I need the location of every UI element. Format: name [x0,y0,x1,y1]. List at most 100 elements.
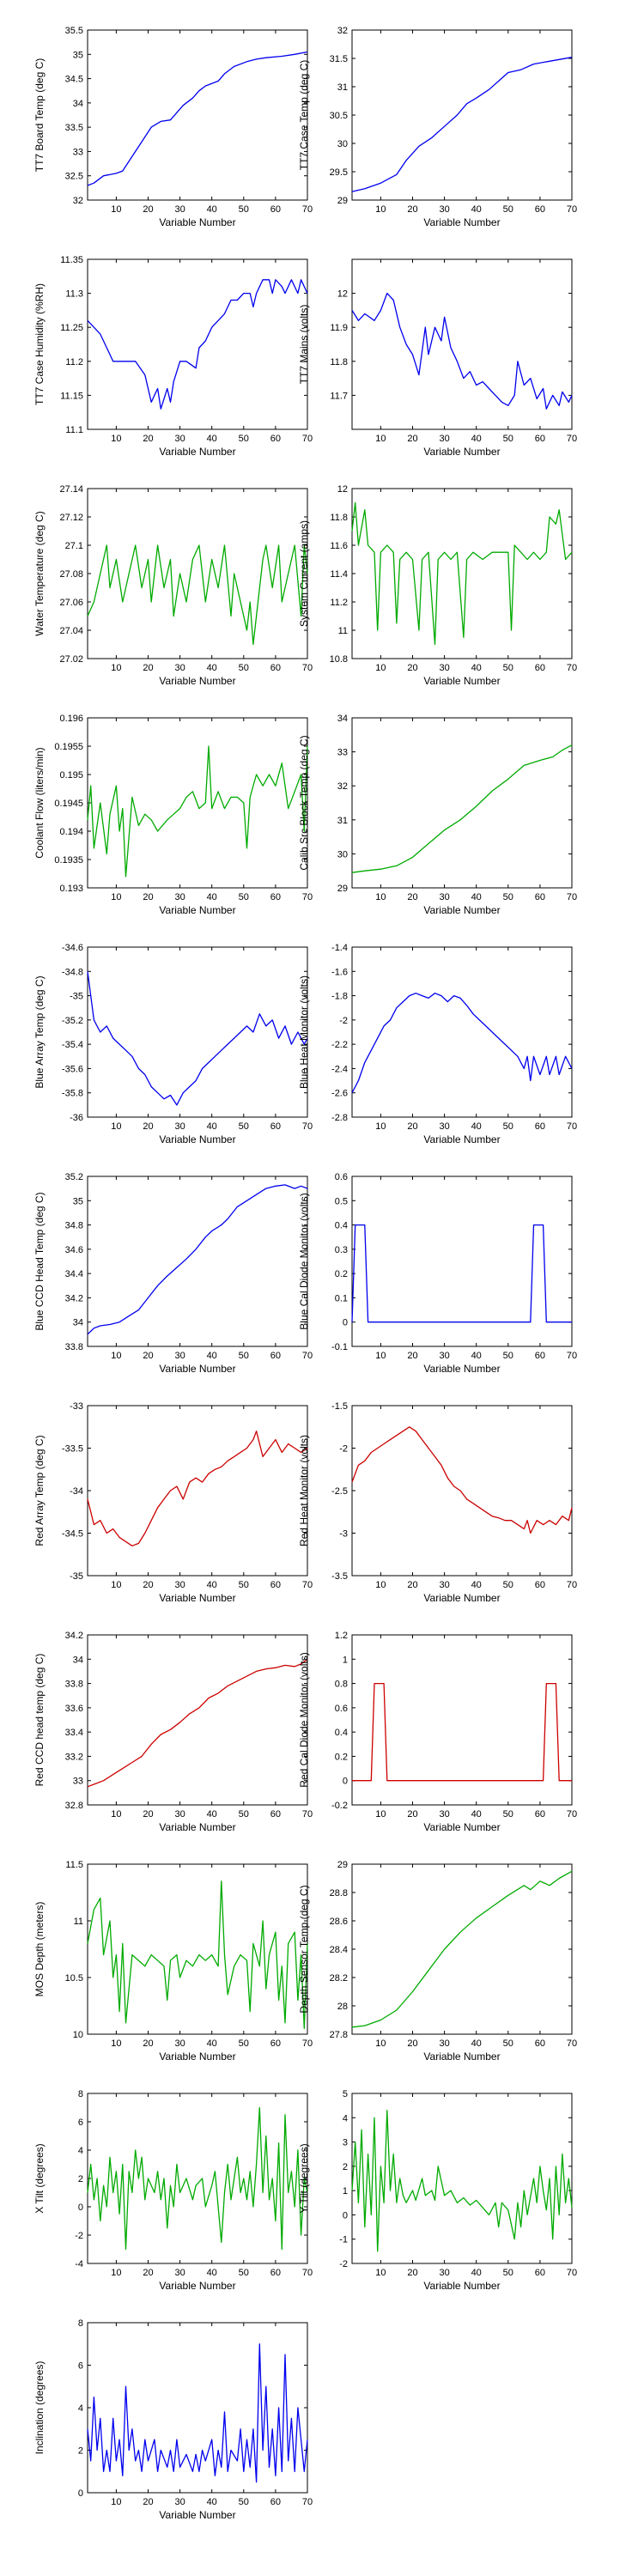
x-tick-label: 50 [503,434,513,444]
x-tick-label: 30 [439,1809,449,1820]
y-tick-label: 0.4 [335,1728,348,1738]
axes-box [87,1405,308,1577]
x-tick-label: 10 [375,1121,386,1132]
x-tick-label: 10 [111,2038,121,2049]
y-axis-label: Red Heat Monitor (volts) [298,1435,310,1546]
x-tick-label: 70 [567,1580,577,1590]
x-tick-label: 60 [270,2268,281,2278]
y-tick-label: 0.1945 [54,799,83,809]
x-tick-label: 40 [207,1809,217,1820]
y-tick-label: 31 [337,816,348,826]
x-tick-label: 10 [375,2268,386,2278]
x-tick-label: 20 [407,434,417,444]
axes-box [351,1405,573,1577]
y-tick-label: 11.8 [330,357,348,368]
x-tick-label: 50 [503,1121,513,1132]
x-tick-label: 20 [143,892,153,902]
x-tick-label: 10 [375,2038,386,2049]
x-tick-label: 10 [375,1351,386,1361]
y-tick-label: -2 [339,1444,348,1455]
y-tick-label: 0 [343,2210,348,2221]
x-tick-label: 20 [143,1809,153,1820]
y-tick-label: 1 [343,2186,348,2196]
y-axis-label: Depth Sensor Temp (deg C) [298,1885,310,2013]
subplot-1: 10 20 30 40 50 60 70 32 32.5 33 33.5 34 34.5 35 35.5 Va… [33,26,313,228]
y-tick-label: 33.6 [65,1704,83,1714]
series-line [87,2106,308,2251]
subplot-3: 10 20 30 40 50 60 70 11.1 11.15 11.2 11.25 11.3 11.3… [33,255,313,458]
x-tick-label: 50 [239,2038,249,2049]
x-tick-label: 10 [375,663,386,673]
y-tick-label: 11.2 [330,598,348,608]
x-tick-label: 60 [270,1809,281,1820]
y-axis-label: Inclination (degrees) [33,2361,46,2455]
subplot-9: 10 20 30 40 50 60 70 -36 -35.8 -35.6 -35.4 -35.2 -35… [33,943,313,1145]
x-tick-label: 40 [207,1351,217,1361]
x-tick-label: 40 [471,1580,482,1590]
series-line [87,51,308,186]
y-tick-label: 11.1 [65,425,83,435]
x-tick-label: 30 [439,1351,449,1361]
axes-box [351,717,573,889]
subplot-5: 10 20 30 40 50 60 70 27.02 27.04 27.06 27.08 27.1 27… [33,484,313,687]
y-tick-label: 33.8 [65,1342,83,1352]
y-tick-label: 27.14 [59,484,83,495]
series-line [87,971,308,1106]
y-tick-label: 0.1955 [54,742,83,752]
x-axis-label: Variable Number [423,446,500,458]
series-line [87,544,308,646]
x-axis-label: Variable Number [423,1592,500,1604]
y-tick-label: 28.4 [330,1945,348,1955]
y-tick-label: 31 [337,82,348,93]
x-tick-label: 40 [471,204,482,215]
series-line [87,279,308,410]
x-tick-label: 30 [439,2038,449,2049]
y-tick-label: -35.2 [62,1016,83,1026]
x-tick-label: 40 [471,892,482,902]
x-tick-label: 50 [503,1809,513,1820]
x-tick-label: 10 [375,204,386,215]
y-tick-label: 0.1935 [54,855,83,866]
series-line [351,1224,572,1323]
x-tick-label: 40 [207,663,217,673]
axes-box [87,2093,308,2264]
axes-box [87,29,308,201]
y-tick-label: 3 [343,2138,348,2148]
series-line [351,57,573,192]
subplot-16: 10 20 30 40 50 60 70 -0.2 0 0.2 0.4 0.6 0.8 1 1.2 Varia… [298,1631,577,1833]
x-tick-label: 10 [111,892,121,902]
x-tick-label: 70 [567,1351,577,1361]
y-tick-label: 0.2 [335,1269,348,1279]
y-tick-label: -2.4 [331,1064,348,1074]
x-tick-label: 10 [111,1121,121,1132]
x-tick-label: 70 [567,663,577,673]
x-tick-label: 50 [239,204,249,215]
x-tick-label: 40 [471,2038,482,2049]
y-tick-label: 4 [78,2403,83,2414]
x-tick-label: 30 [174,1580,185,1590]
x-tick-label: 10 [375,434,386,444]
x-axis-label: Variable Number [423,1821,500,1833]
y-tick-label: 34 [73,1318,83,1328]
series-line [351,993,573,1094]
x-axis-label: Variable Number [159,446,235,458]
y-axis-label: X Tilt (degrees) [33,2143,46,2213]
x-tick-label: 30 [439,1121,449,1132]
x-tick-label: 20 [143,434,153,444]
x-tick-label: 20 [407,663,417,673]
y-tick-label: 6 [78,2361,83,2372]
x-tick-label: 10 [111,1809,121,1820]
x-tick-label: 10 [111,1580,121,1590]
x-tick-label: 60 [535,204,545,215]
x-tick-label: 30 [174,1809,185,1820]
y-tick-label: -2.6 [331,1089,348,1099]
y-tick-label: 12 [337,289,348,300]
x-tick-label: 40 [471,1121,482,1132]
y-tick-label: -34.5 [62,1529,83,1540]
x-tick-label: 40 [207,2497,217,2507]
x-axis-label: Variable Number [423,216,500,228]
y-tick-label: 33.5 [65,123,83,133]
x-tick-label: 70 [302,1351,313,1361]
x-axis-label: Variable Number [159,1821,235,1833]
